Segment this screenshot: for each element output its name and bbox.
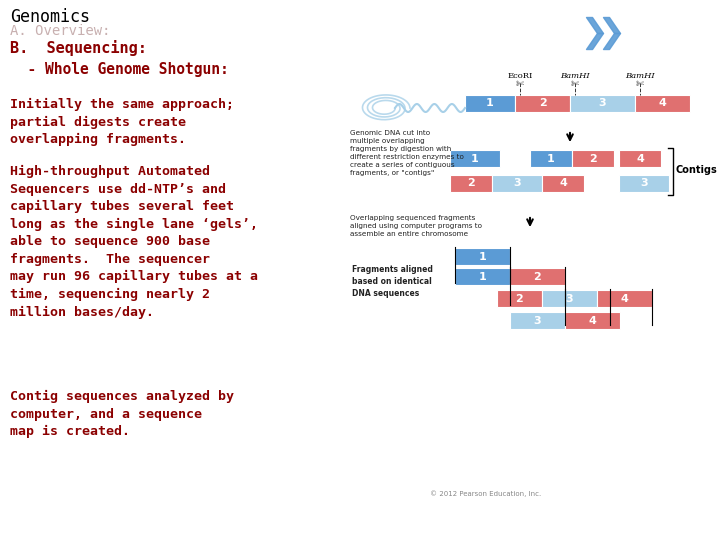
Text: 2: 2: [589, 153, 597, 164]
Text: BamHI: BamHI: [625, 72, 654, 80]
Text: Overlapping sequenced fragments
aligned using computer programs to
assemble an e: Overlapping sequenced fragments aligned …: [350, 215, 482, 237]
FancyBboxPatch shape: [450, 150, 500, 167]
Text: ✄: ✄: [636, 79, 644, 89]
Text: 4: 4: [621, 294, 629, 303]
Text: 2: 2: [467, 179, 475, 188]
Text: 3: 3: [599, 98, 606, 109]
FancyBboxPatch shape: [597, 290, 652, 307]
FancyBboxPatch shape: [542, 290, 597, 307]
FancyBboxPatch shape: [515, 95, 570, 112]
FancyBboxPatch shape: [510, 268, 565, 285]
FancyBboxPatch shape: [497, 290, 542, 307]
Text: - Whole Genome Shotgun:: - Whole Genome Shotgun:: [10, 62, 229, 77]
FancyBboxPatch shape: [510, 312, 565, 329]
Text: Fragments aligned
based on identical
DNA sequences: Fragments aligned based on identical DNA…: [352, 265, 433, 298]
Text: BamHI: BamHI: [560, 72, 590, 80]
FancyBboxPatch shape: [565, 312, 620, 329]
FancyBboxPatch shape: [455, 248, 510, 265]
Text: 4: 4: [659, 98, 667, 109]
Text: High-throughput Automated
Sequencers use dd-NTP’s and
capillary tubes several fe: High-throughput Automated Sequencers use…: [10, 165, 258, 319]
FancyBboxPatch shape: [619, 175, 669, 192]
FancyBboxPatch shape: [542, 175, 584, 192]
Text: Genomics: Genomics: [10, 8, 90, 26]
Text: 4: 4: [588, 315, 596, 326]
Text: 1: 1: [547, 153, 555, 164]
Text: 1: 1: [471, 153, 479, 164]
Text: Contig sequences analyzed by
computer, and a sequence
map is created.: Contig sequences analyzed by computer, a…: [10, 390, 234, 438]
Text: 3: 3: [566, 294, 573, 303]
Text: 2: 2: [516, 294, 523, 303]
Text: B.  Sequencing:: B. Sequencing:: [10, 40, 147, 56]
Text: 4: 4: [636, 153, 644, 164]
FancyBboxPatch shape: [450, 175, 492, 192]
Text: 1: 1: [479, 252, 487, 261]
Text: Initially the same approach;
partial digests create
overlapping fragments.: Initially the same approach; partial dig…: [10, 98, 234, 146]
FancyBboxPatch shape: [492, 175, 542, 192]
FancyBboxPatch shape: [570, 95, 635, 112]
Text: © 2012 Pearson Education, Inc.: © 2012 Pearson Education, Inc.: [430, 490, 541, 497]
Text: 1: 1: [479, 272, 487, 281]
Text: 1: 1: [486, 98, 494, 109]
Text: ✄: ✄: [571, 79, 579, 89]
Text: 3: 3: [513, 179, 521, 188]
Text: A. Overview:: A. Overview:: [10, 24, 110, 38]
FancyBboxPatch shape: [455, 268, 510, 285]
FancyBboxPatch shape: [635, 95, 690, 112]
Text: 3: 3: [534, 315, 541, 326]
Text: ✄: ✄: [516, 79, 524, 89]
Text: 2: 2: [534, 272, 541, 281]
FancyBboxPatch shape: [572, 150, 614, 167]
FancyBboxPatch shape: [465, 95, 515, 112]
Text: 2: 2: [539, 98, 546, 109]
Text: Genomic DNA cut into
multiple overlapping
fragments by digestion with
different : Genomic DNA cut into multiple overlappin…: [350, 130, 464, 176]
FancyBboxPatch shape: [530, 150, 572, 167]
FancyBboxPatch shape: [619, 150, 661, 167]
Text: Contigs: Contigs: [675, 165, 716, 175]
Text: 3: 3: [640, 179, 648, 188]
Text: 4: 4: [559, 179, 567, 188]
Text: EcoRI: EcoRI: [508, 72, 533, 80]
